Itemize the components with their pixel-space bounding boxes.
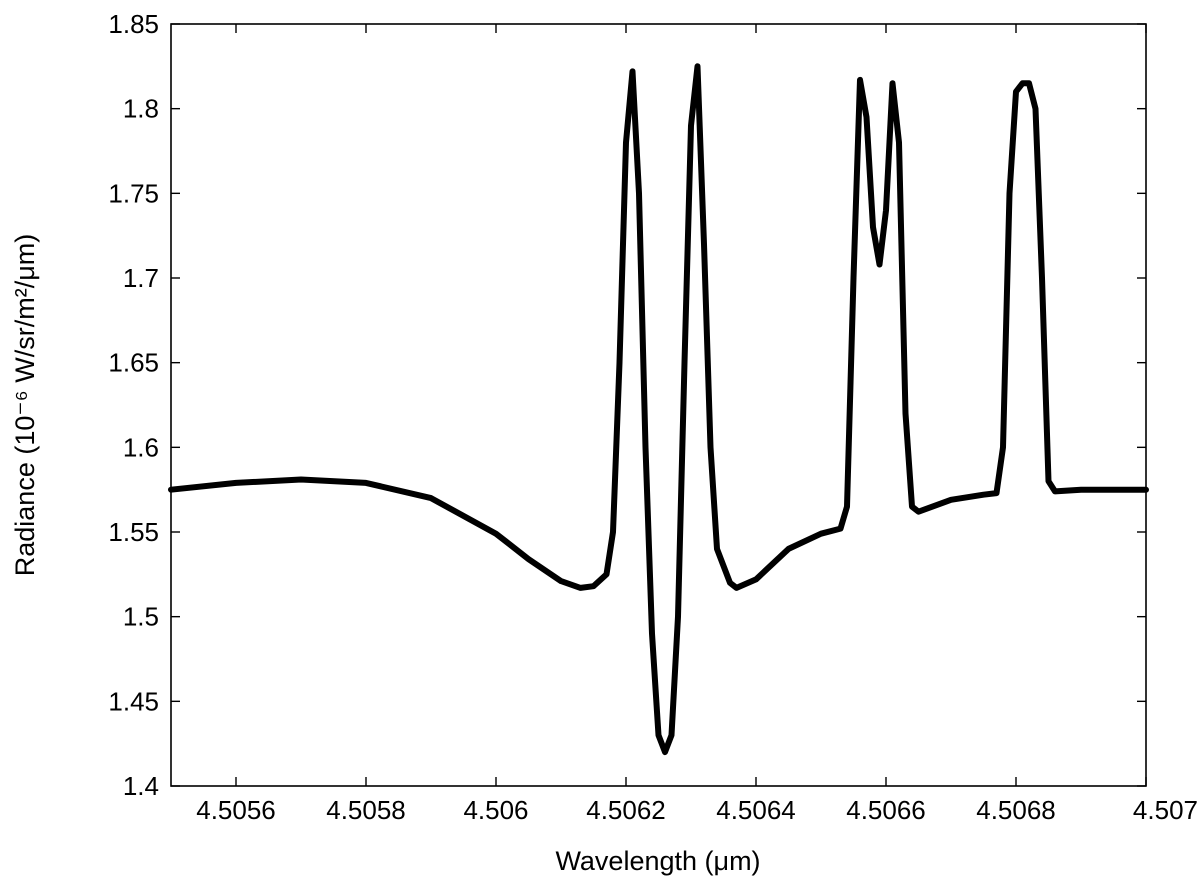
y-tick-label: 1.5 bbox=[123, 602, 159, 632]
y-tick-label: 1.45 bbox=[108, 686, 159, 716]
y-tick-label: 1.75 bbox=[108, 178, 159, 208]
x-axis-label: Wavelength (μm) bbox=[555, 846, 760, 876]
series-layer bbox=[168, 63, 1149, 756]
y-tick-label: 1.85 bbox=[108, 9, 159, 39]
plot-frame bbox=[170, 23, 1147, 787]
radiance-line bbox=[168, 63, 1149, 756]
y-tick-label: 1.6 bbox=[123, 432, 159, 462]
y-tick-label: 1.65 bbox=[108, 348, 159, 378]
x-tick-label: 4.506 bbox=[463, 795, 528, 825]
y-tick-label: 1.7 bbox=[123, 263, 159, 293]
x-tick-label: 4.507 bbox=[1133, 795, 1198, 825]
x-tick-label: 4.5056 bbox=[196, 795, 276, 825]
y-axis: 1.4 1.45 1.5 1.55 1.6 1.65 1.7 1.75 1.8 1.85 bbox=[108, 9, 1146, 801]
y-tick-label: 1.55 bbox=[108, 517, 159, 547]
y-axis-label: Radiance (10⁻⁶ W/sr/m²/μm) bbox=[10, 234, 40, 576]
x-tick-label: 4.5064 bbox=[716, 795, 796, 825]
plot-area bbox=[170, 23, 1147, 787]
x-axis: 4.5056 4.5058 4.506 4.5062 4.5064 4.5066 4.506… bbox=[196, 24, 1198, 825]
x-tick-label: 4.5062 bbox=[586, 795, 666, 825]
y-tick-label: 1.8 bbox=[123, 94, 159, 124]
x-tick-label: 4.5058 bbox=[326, 795, 406, 825]
y-tick-label: 1.4 bbox=[123, 771, 159, 801]
x-tick-label: 4.5068 bbox=[976, 795, 1056, 825]
x-tick-label: 4.5066 bbox=[846, 795, 926, 825]
